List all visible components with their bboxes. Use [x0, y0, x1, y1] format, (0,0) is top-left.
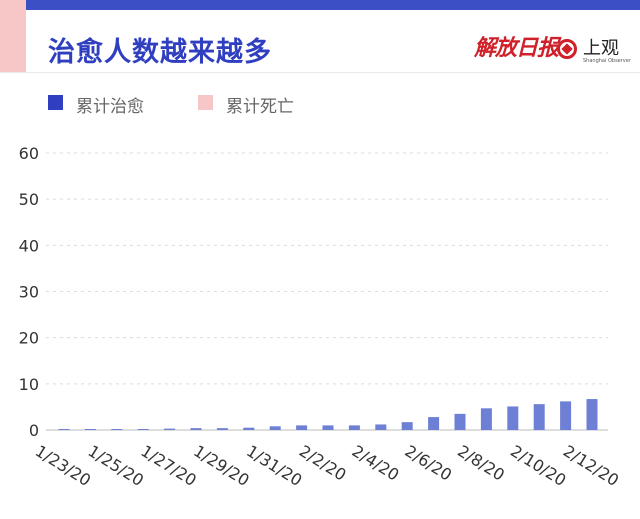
x-tick-label: 1/25/20 [85, 441, 147, 490]
bar-cured [560, 401, 572, 430]
page-title: 治愈人数越来越多 [48, 37, 272, 68]
shangguan-logo-icon [557, 39, 577, 59]
y-tick-label: 40 [19, 236, 39, 255]
bar-cured [480, 408, 492, 430]
x-tick-label: 2/6/20 [401, 441, 455, 484]
legend-label-cured: 累计治愈 [76, 97, 144, 117]
bar-cured [348, 425, 360, 430]
x-tick-label: 1/31/20 [243, 441, 305, 490]
bar-cured [401, 422, 413, 430]
legend-label-deaths: 累计死亡 [226, 97, 294, 117]
bar-cured [137, 429, 149, 430]
y-tick-label: 30 [19, 283, 39, 302]
bar-cured [533, 404, 545, 430]
x-tick-label: 2/12/20 [560, 441, 622, 490]
top-accent-bar [0, 0, 640, 10]
bar-cured [454, 413, 466, 430]
y-tick-label: 60 [19, 144, 39, 163]
x-tick-label: 2/8/20 [454, 441, 508, 484]
y-tick-label: 10 [19, 375, 39, 394]
bar-cured [507, 406, 519, 430]
x-tick-label: 1/23/20 [32, 441, 94, 490]
bar-cured [586, 399, 598, 430]
bar-cured [216, 428, 228, 430]
y-tick-label: 0 [29, 421, 39, 440]
header-divider [0, 72, 640, 73]
bar-cured [164, 428, 176, 430]
legend-swatch-cured [48, 95, 63, 110]
pink-corner-tab [0, 0, 26, 72]
bar-cured [111, 429, 123, 430]
jiefang-daily-logo: 解放日报 [474, 35, 559, 61]
x-tick-label: 1/29/20 [190, 441, 252, 490]
bar-cured [296, 425, 308, 430]
x-tick-label: 2/4/20 [349, 441, 403, 484]
bar-cured [243, 427, 255, 430]
shangguan-logo-subtext: Shanghai Observer [583, 58, 631, 64]
y-tick-label: 50 [19, 190, 39, 209]
y-tick-label: 20 [19, 329, 39, 348]
bar-cured [322, 425, 334, 430]
x-tick-label: 1/27/20 [137, 441, 199, 490]
bar-cured [375, 424, 387, 430]
x-tick-label: 2/2/20 [296, 441, 350, 484]
legend-swatch-deaths [198, 95, 213, 110]
x-tick-label: 2/10/20 [507, 441, 569, 490]
bar-cured [58, 429, 70, 430]
bar-cured [190, 428, 202, 430]
bar-cured [84, 429, 96, 430]
shangguan-logo-text: 上观 [583, 38, 619, 59]
bar-cured [428, 417, 440, 430]
bar-cured [269, 426, 281, 430]
